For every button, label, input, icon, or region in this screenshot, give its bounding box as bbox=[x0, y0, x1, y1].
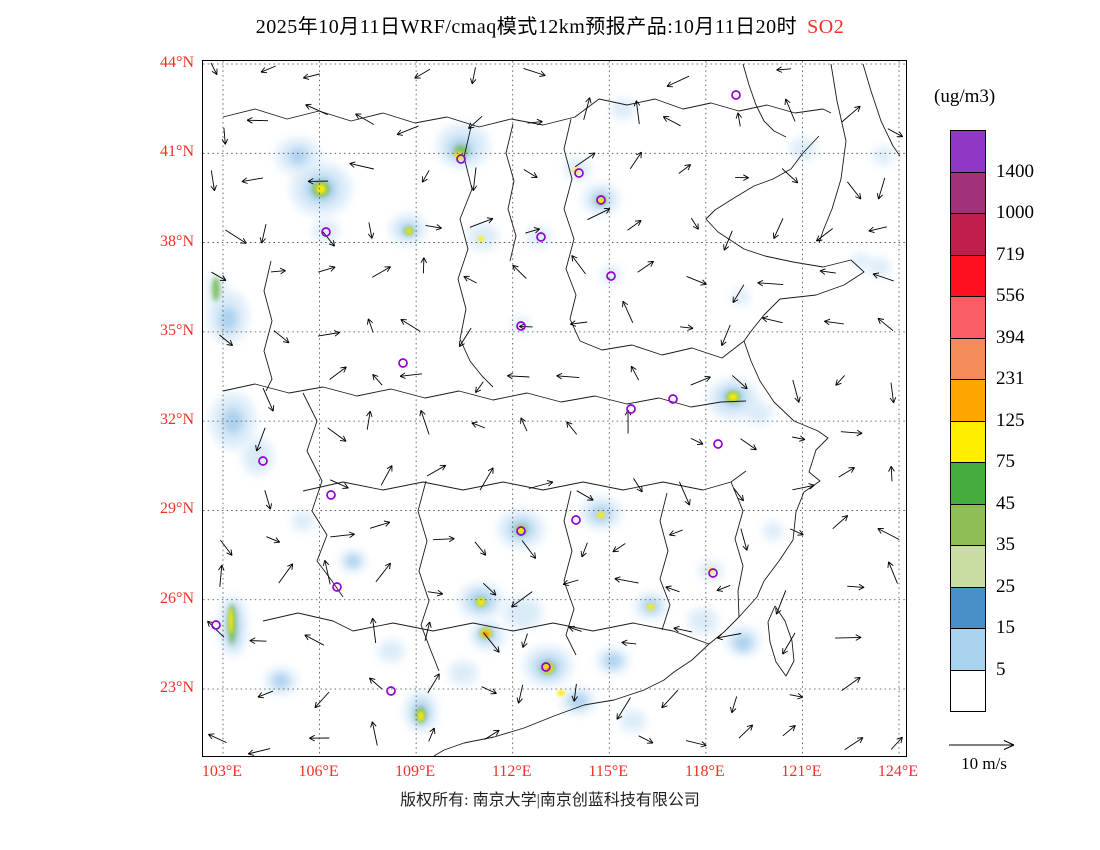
lon-label: 118°E bbox=[685, 763, 725, 780]
legend-color-box bbox=[950, 296, 986, 339]
concentration-plumes bbox=[208, 99, 893, 732]
wind-arrow-icon bbox=[949, 740, 1015, 750]
lon-label: 112°E bbox=[491, 763, 532, 780]
legend-value-label: 1400 bbox=[996, 160, 1034, 182]
legend-color-box bbox=[950, 379, 986, 422]
title-main: 2025年10月11日WRF/cmaq模式12km预报产品:10月11日20时 bbox=[255, 16, 798, 38]
legend-value-label: 719 bbox=[996, 243, 1025, 265]
lon-label: 106°E bbox=[298, 763, 339, 780]
lon-label: 115°E bbox=[588, 763, 629, 780]
lat-label: 26°N bbox=[160, 589, 194, 607]
legend-value-label: 15 bbox=[996, 617, 1015, 638]
lon-label: 109°E bbox=[395, 763, 436, 780]
page-title: 2025年10月11日WRF/cmaq模式12km预报产品:10月11日20时 S… bbox=[0, 10, 1100, 39]
legend-value-label: 5 bbox=[996, 658, 1006, 680]
legend-color-box bbox=[950, 586, 986, 629]
lat-label: 38°N bbox=[160, 232, 194, 250]
copyright-footer: 版权所有: 南京大学|南京创蓝科技有限公司 bbox=[400, 792, 700, 809]
legend-color-box bbox=[950, 254, 986, 297]
lon-label: 124°E bbox=[877, 763, 919, 780]
legend-color-box bbox=[950, 628, 986, 671]
legend-value-label: 1000 bbox=[996, 202, 1034, 223]
legend-color-box bbox=[950, 503, 986, 546]
wind-scale-arrow bbox=[946, 736, 1026, 759]
legend-value-label: 231 bbox=[996, 368, 1025, 389]
legend-color-box bbox=[950, 420, 986, 463]
lon-label: 121°E bbox=[781, 763, 822, 780]
legend-value-label: 125 bbox=[996, 409, 1025, 431]
lat-label: 29°N bbox=[160, 500, 194, 518]
legend-value-label: 25 bbox=[996, 575, 1015, 597]
city-markers bbox=[211, 90, 741, 696]
wind-vectors bbox=[207, 62, 904, 756]
lat-label: 35°N bbox=[160, 321, 194, 339]
province-boundaries bbox=[222, 63, 901, 756]
lat-label: 41°N bbox=[160, 143, 194, 161]
legend-value-label: 45 bbox=[996, 492, 1015, 514]
legend-color-box bbox=[950, 171, 986, 214]
lon-label: 103°E bbox=[201, 763, 243, 780]
title-species: SO2 bbox=[807, 16, 845, 38]
legend-units: (ug/m3) bbox=[934, 86, 996, 107]
legend-colorbar: 1400 1000 719 556 394 231 125 75 45 35 25 15 5 bbox=[950, 130, 1034, 712]
lat-label: 44°N bbox=[160, 54, 194, 71]
legend-value-label: 75 bbox=[996, 451, 1015, 472]
legend-color-box bbox=[950, 669, 986, 712]
legend-color-box bbox=[950, 337, 986, 380]
legend-color-box bbox=[950, 130, 986, 173]
legend-color-box bbox=[950, 462, 986, 505]
legend-value-label: 556 bbox=[996, 285, 1025, 306]
legend-color-box bbox=[950, 545, 986, 588]
lat-label: 23°N bbox=[160, 679, 194, 697]
legend-value-label: 394 bbox=[996, 326, 1025, 348]
legend-color-box bbox=[950, 213, 986, 256]
map-plot bbox=[202, 60, 907, 757]
legend-value-label: 35 bbox=[996, 534, 1015, 555]
graticule-grid bbox=[203, 61, 906, 756]
lat-label: 32°N bbox=[160, 411, 194, 429]
wind-scale-label: 10 m/s bbox=[961, 754, 1007, 773]
map-svg bbox=[203, 61, 906, 756]
